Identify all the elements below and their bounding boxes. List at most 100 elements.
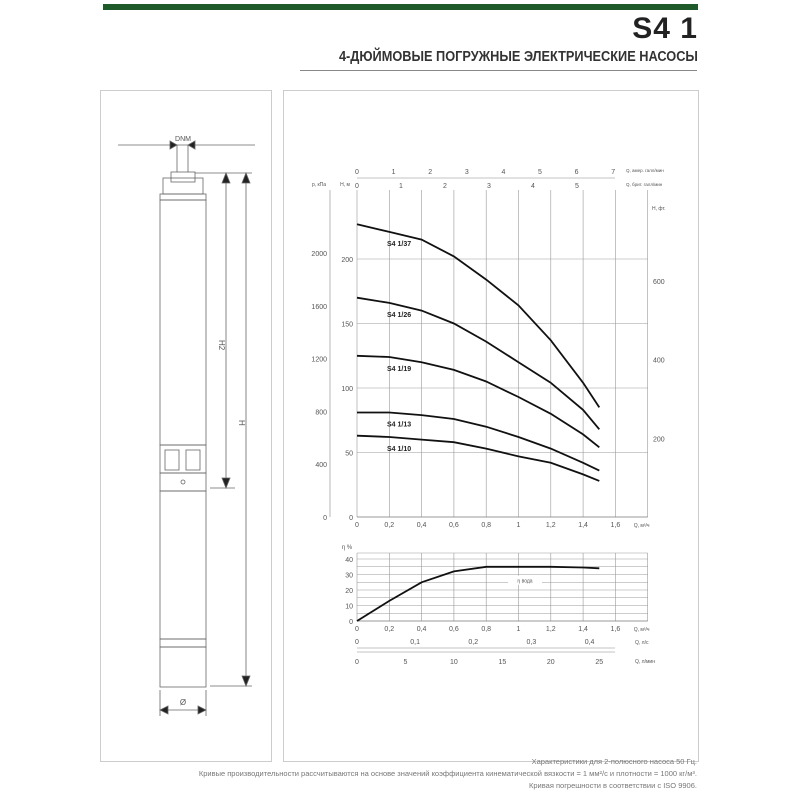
y-axis-label: η %: [342, 545, 353, 551]
kpa-tick-label: 0: [323, 515, 327, 522]
footer-note-2: Кривые производительности рассчитываются…: [198, 769, 697, 778]
x-tick-label: 0: [355, 626, 359, 633]
ft-axis-label: H, фт.: [652, 206, 666, 212]
lmin-tick-label: 5: [403, 659, 407, 666]
footer-note-3: Кривая погрешности в соответствии с ISO …: [529, 781, 697, 790]
curve-s4-1-26: [356, 296, 600, 430]
curve-s4-1-37: [356, 223, 601, 408]
series-label: S4 1/37: [387, 241, 411, 248]
y-tick-label: 0: [349, 619, 353, 626]
x-tick-label: 0,2: [384, 522, 394, 529]
x-tick-label: 1: [517, 626, 521, 633]
imp-gpm-tick-label: 4: [531, 183, 535, 190]
footer-note-1: Характеристики для 2-полюсного насоса 50…: [531, 757, 697, 766]
y-tick-label: 10: [345, 604, 353, 611]
chart-panel: [283, 90, 699, 762]
pump-suction-strainer: [159, 444, 207, 474]
ft-tick-label: 200: [653, 436, 665, 443]
kpa-tick-label: 1600: [311, 304, 327, 311]
page-subtitle: 4-ДЮЙМОВЫЕ ПОГРУЖНЫЕ ЭЛЕКТРИЧЕСКИЕ НАСОС…: [339, 49, 698, 65]
x-tick-label: 1,2: [546, 522, 556, 529]
x-tick-label: 1,4: [578, 626, 588, 633]
series-label: S4 1/10: [387, 446, 411, 453]
efficiency-chart: 0 10 20 30 40 η % 0 0,2 0,4 0,6 0,8 1 1,2 1,4 1,6 Q, м³…: [342, 545, 655, 666]
x-axis-label: Q, м³/ч: [634, 523, 650, 529]
x-tick-label: 0,4: [417, 626, 427, 633]
drawing-panel: [100, 90, 272, 762]
x-tick-label: 0,6: [449, 522, 459, 529]
y-tick-label: 20: [345, 588, 353, 595]
x-tick-label: 0,2: [384, 626, 394, 633]
kpa-tick-label: 2000: [311, 251, 327, 258]
imp-gpm-tick-label: 0: [355, 183, 359, 190]
y-tick-label: 0: [349, 515, 353, 522]
motor-body: [159, 490, 207, 640]
lmin-tick-label: 15: [498, 659, 506, 666]
lmin-tick-label: 20: [547, 659, 555, 666]
ls-tick-label: 0,4: [585, 639, 595, 646]
x-tick-label: 0,8: [481, 522, 491, 529]
x-tick-label: 0,4: [417, 522, 427, 529]
y-tick-label: 40: [345, 557, 353, 564]
ls-tick-label: 0,3: [527, 639, 537, 646]
dnm-arrow-right: [187, 140, 196, 150]
ft-tick-label: 400: [653, 358, 665, 365]
annotation-background: [508, 575, 542, 585]
y-tick-label: 200: [341, 257, 353, 264]
kpa-tick-label: 400: [315, 462, 327, 469]
y-tick-label: 150: [341, 322, 353, 329]
series-label: S4 1/26: [387, 312, 411, 319]
subtitle-divider: [300, 70, 697, 71]
imp-gpm-tick-label: 3: [487, 183, 491, 190]
efficiency-annotation: η вода: [517, 579, 532, 585]
ls-tick-label: 0: [355, 639, 359, 646]
us-gpm-tick-label: 2: [428, 169, 432, 176]
y-tick-label: 30: [345, 573, 353, 580]
imp-gpm-axis-label: Q, брит. галл/мин: [626, 182, 663, 187]
ft-tick-label: 600: [653, 279, 665, 286]
us-gpm-tick-label: 5: [538, 169, 542, 176]
header-accent-bar: [103, 4, 698, 10]
lmin-tick-label: 25: [595, 659, 603, 666]
imp-gpm-tick-label: 5: [575, 183, 579, 190]
us-gpm-tick-label: 4: [501, 169, 505, 176]
pump-drawing: [118, 140, 255, 716]
curve-s4-1-10: [356, 434, 600, 482]
us-gpm-tick-label: 1: [392, 169, 396, 176]
lmin-tick-label: 0: [355, 659, 359, 666]
ls-tick-label: 0,2: [468, 639, 478, 646]
kpa-axis-label: p, кПа: [312, 182, 326, 188]
x-tick-label: 1,6: [611, 522, 621, 529]
series-label: S4 1/13: [387, 422, 411, 429]
pump-outlet: [170, 171, 196, 183]
curve-s4-1-13: [357, 411, 600, 472]
head-curve-chart: 0 0,2 0,4 0,6 0,8 1 1,2 1,4 1,6 Q, м³/ч0501001502…: [311, 168, 665, 529]
lmin-tick-label: 10: [450, 659, 458, 666]
x-tick-label: 1: [517, 522, 521, 529]
imp-gpm-tick-label: 2: [443, 183, 447, 190]
ls-tick-label: 0,1: [410, 639, 420, 646]
series-label: S4 1/19: [387, 366, 411, 373]
pump-head: [162, 177, 204, 195]
dnm-arrow-left: [169, 140, 178, 150]
y-tick-label: 100: [341, 386, 353, 393]
us-gpm-tick-label: 7: [611, 169, 615, 176]
x-tick-label: 1,2: [546, 626, 556, 633]
h2-label: H2: [217, 340, 226, 351]
efficiency-curve: [356, 565, 600, 622]
curve-s4-1-19: [356, 354, 600, 449]
x-tick-label: 1,4: [578, 522, 588, 529]
dnm-label: DNM: [175, 136, 191, 143]
kpa-tick-label: 800: [315, 409, 327, 416]
y-tick-label: 50: [345, 451, 353, 458]
x-tick-label: 0,8: [481, 626, 491, 633]
page-title: S4 1: [632, 12, 698, 45]
diameter-label: Ø: [180, 698, 186, 707]
pump-body: [159, 199, 207, 446]
h-label: H: [237, 420, 246, 426]
kpa-tick-label: 1200: [311, 357, 327, 364]
lmin-axis-label: Q, л/мин: [635, 659, 655, 665]
x-tick-label: 0,6: [449, 626, 459, 633]
us-gpm-axis-label: Q, амер. галл/мин: [626, 168, 664, 173]
